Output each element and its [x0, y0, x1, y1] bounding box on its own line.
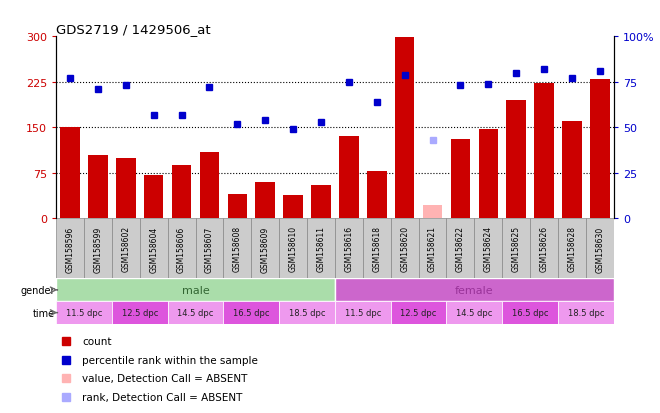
Bar — [562, 122, 581, 219]
Bar — [586, 219, 614, 279]
Bar — [535, 84, 554, 219]
Text: value, Detection Call = ABSENT: value, Detection Call = ABSENT — [82, 373, 248, 383]
Bar — [223, 219, 251, 279]
Text: 12.5 dpc: 12.5 dpc — [401, 309, 437, 317]
Text: 16.5 dpc: 16.5 dpc — [233, 309, 269, 317]
Text: male: male — [182, 285, 209, 295]
Bar — [279, 301, 335, 324]
Bar — [140, 219, 168, 279]
Text: 11.5 dpc: 11.5 dpc — [66, 309, 102, 317]
Text: GSM158622: GSM158622 — [456, 226, 465, 272]
Bar — [312, 185, 331, 219]
Bar — [307, 219, 335, 279]
Text: GSM158621: GSM158621 — [428, 226, 437, 272]
Bar — [335, 301, 391, 324]
Bar — [391, 301, 447, 324]
Bar — [478, 129, 498, 219]
Bar — [558, 219, 586, 279]
Bar — [168, 301, 224, 324]
Bar — [530, 219, 558, 279]
Text: GSM158626: GSM158626 — [540, 226, 548, 272]
Text: GSM158596: GSM158596 — [65, 226, 75, 272]
Bar — [112, 219, 140, 279]
Text: GDS2719 / 1429506_at: GDS2719 / 1429506_at — [56, 23, 211, 36]
Bar — [56, 219, 84, 279]
Bar — [279, 219, 307, 279]
Text: GSM158630: GSM158630 — [595, 226, 605, 272]
Bar — [335, 219, 363, 279]
Bar — [116, 158, 135, 219]
Text: 14.5 dpc: 14.5 dpc — [456, 309, 492, 317]
Bar — [447, 219, 475, 279]
Text: GSM158608: GSM158608 — [233, 226, 242, 272]
Bar — [502, 301, 558, 324]
Text: 16.5 dpc: 16.5 dpc — [512, 309, 548, 317]
Bar — [172, 166, 191, 219]
Bar — [363, 219, 391, 279]
Bar — [339, 137, 358, 219]
Text: 14.5 dpc: 14.5 dpc — [178, 309, 214, 317]
Bar — [88, 155, 108, 219]
Bar — [112, 301, 168, 324]
Bar — [223, 301, 279, 324]
Text: GSM158620: GSM158620 — [400, 226, 409, 272]
Text: GSM158625: GSM158625 — [512, 226, 521, 272]
Bar — [590, 80, 610, 219]
Bar — [255, 183, 275, 219]
Bar — [56, 279, 335, 301]
Bar — [251, 219, 279, 279]
Text: GSM158606: GSM158606 — [177, 226, 186, 272]
Text: GSM158609: GSM158609 — [261, 226, 270, 272]
Text: GSM158607: GSM158607 — [205, 226, 214, 272]
Text: GSM158610: GSM158610 — [288, 226, 298, 272]
Text: GSM158602: GSM158602 — [121, 226, 130, 272]
Bar — [506, 101, 526, 219]
Text: GSM158628: GSM158628 — [568, 226, 576, 272]
Text: 11.5 dpc: 11.5 dpc — [345, 309, 381, 317]
Bar — [283, 196, 303, 219]
Text: percentile rank within the sample: percentile rank within the sample — [82, 355, 258, 365]
Bar — [475, 219, 502, 279]
Bar — [391, 219, 418, 279]
Bar — [56, 301, 112, 324]
Bar — [200, 152, 219, 219]
Bar — [168, 219, 195, 279]
Bar — [195, 219, 223, 279]
Bar — [367, 172, 387, 219]
Bar — [84, 219, 112, 279]
Bar — [144, 175, 164, 219]
Text: GSM158616: GSM158616 — [345, 226, 353, 272]
Bar — [502, 219, 530, 279]
Bar — [451, 140, 470, 219]
Text: count: count — [82, 336, 112, 346]
Text: time: time — [32, 308, 55, 318]
Bar — [418, 219, 447, 279]
Text: gender: gender — [20, 285, 55, 295]
Text: 12.5 dpc: 12.5 dpc — [121, 309, 158, 317]
Text: 18.5 dpc: 18.5 dpc — [568, 309, 604, 317]
Text: 18.5 dpc: 18.5 dpc — [289, 309, 325, 317]
Bar — [447, 301, 502, 324]
Text: GSM158611: GSM158611 — [317, 226, 325, 272]
Text: GSM158624: GSM158624 — [484, 226, 493, 272]
Bar — [423, 206, 442, 219]
Bar — [335, 279, 614, 301]
Text: GSM158618: GSM158618 — [372, 226, 381, 272]
Text: GSM158599: GSM158599 — [94, 226, 102, 272]
Bar — [60, 128, 80, 219]
Text: GSM158604: GSM158604 — [149, 226, 158, 272]
Bar — [228, 195, 247, 219]
Bar — [558, 301, 614, 324]
Text: female: female — [455, 285, 494, 295]
Bar — [395, 38, 414, 219]
Text: rank, Detection Call = ABSENT: rank, Detection Call = ABSENT — [82, 392, 243, 402]
